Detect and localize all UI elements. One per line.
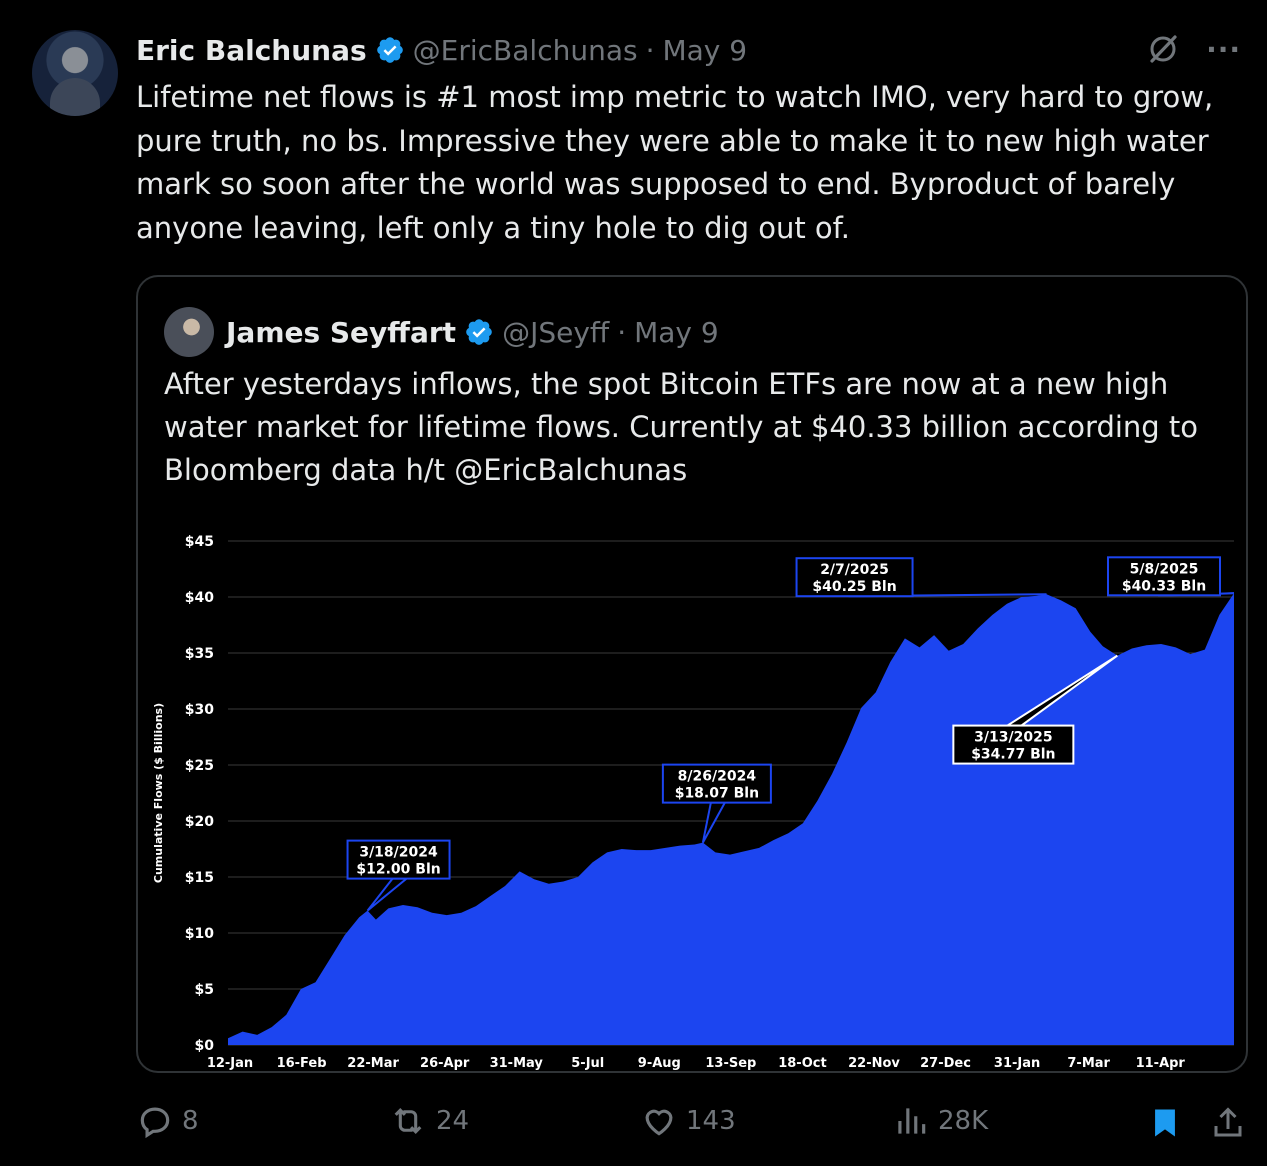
y-tick-label: $5	[195, 982, 214, 998]
views-button[interactable]: 28K	[892, 1102, 988, 1140]
reply-count: 8	[182, 1106, 199, 1136]
tweet-text: Lifetime net flows is #1 most imp metric…	[136, 80, 1214, 245]
y-tick-label: $20	[185, 814, 214, 830]
y-tick-label: $45	[185, 534, 214, 550]
x-tick-label: 13-Sep	[705, 1056, 756, 1071]
quoted-tweet-header: James Seyffart @JSeyff · May 9	[164, 307, 719, 357]
annotation-date: 2/7/2025	[820, 562, 889, 578]
author-name[interactable]: Eric Balchunas	[136, 33, 367, 67]
x-tick-label: 16-Feb	[277, 1056, 327, 1071]
annotation-date: 8/26/2024	[678, 769, 757, 785]
views-count: 28K	[938, 1106, 989, 1136]
annotation-box	[661, 763, 772, 804]
views-icon	[898, 1108, 926, 1134]
y-tick-label: $10	[185, 926, 214, 942]
like-button[interactable]: 143	[640, 1102, 736, 1140]
grok-icon[interactable]	[1146, 32, 1180, 66]
quoted-header-separator: ·	[617, 315, 627, 349]
x-tick-label: 31-May	[490, 1056, 544, 1071]
annotation-value: $40.25 Bln	[812, 579, 896, 595]
annotation-box	[1107, 556, 1221, 597]
x-tick-label: 12-Jan	[207, 1056, 253, 1071]
x-tick-label: 11-Apr	[1136, 1056, 1186, 1071]
verified-badge-icon	[376, 37, 403, 63]
reply-button[interactable]: 8	[136, 1102, 199, 1140]
x-tick-label: 27-Dec	[920, 1056, 971, 1071]
y-tick-label: $25	[185, 758, 214, 774]
cumulative-flows-area	[228, 593, 1234, 1045]
reply-icon	[140, 1107, 170, 1139]
quoted-tweet-date: May 9	[634, 315, 719, 349]
y-tick-label: $15	[185, 870, 214, 886]
quoted-author-handle: @JSeyff	[502, 315, 610, 349]
tweet-date[interactable]: May 9	[662, 33, 748, 67]
x-tick-label: 22-Mar	[347, 1056, 399, 1071]
annotation-box	[952, 724, 1075, 765]
x-tick-label: 7-Mar	[1067, 1056, 1110, 1071]
annotation-value: $12.00 Bln	[356, 862, 440, 878]
repost-button[interactable]: 24	[388, 1102, 469, 1140]
annotation-date: 3/13/2025	[974, 730, 1052, 746]
chart-image[interactable]: $0 $5 $10 $15 $20 $25 $30 $35 $40 $45 Cumulative F…	[138, 519, 1246, 1071]
y-tick-label: $40	[185, 590, 214, 606]
tweet-top-actions: ···	[1146, 32, 1241, 66]
quoted-verified-badge-icon	[466, 319, 492, 345]
heart-icon	[645, 1109, 673, 1136]
y-tick-label: $35	[185, 646, 214, 662]
repost-icon	[394, 1108, 422, 1134]
quoted-tweet-text: After yesterdays inflows, the spot Bitco…	[164, 367, 1199, 487]
x-tick-label: 5-Jul	[571, 1056, 604, 1071]
x-tick-label: 26-Apr	[420, 1056, 470, 1071]
y-axis-label: Cumulative Flows ($ Billions)	[152, 703, 165, 883]
y-tick-label: $0	[195, 1038, 215, 1054]
bookmark-icon[interactable]	[1148, 1104, 1182, 1142]
tweet-action-bar: 8 24 143 28K	[136, 1102, 1246, 1146]
more-options-icon[interactable]: ···	[1206, 32, 1241, 66]
annotation-date: 3/18/2024	[359, 845, 438, 861]
x-tick-label: 18-Oct	[778, 1056, 826, 1071]
x-tick-label: 22-Nov	[848, 1056, 900, 1071]
annotation-value: $40.33 Bln	[1122, 578, 1206, 594]
header-separator: ·	[645, 33, 655, 67]
annotation-box	[346, 839, 451, 880]
quoted-tweet[interactable]: James Seyffart @JSeyff · May 9 After yes…	[136, 275, 1248, 1073]
cumulative-flows-chart: $0 $5 $10 $15 $20 $25 $30 $35 $40 $45 Cumulative F…	[152, 534, 1235, 1071]
x-tick-label: 9-Aug	[638, 1056, 681, 1071]
quoted-author-avatar	[164, 307, 214, 357]
author-handle[interactable]: @EricBalchunas	[412, 33, 638, 67]
annotation-pointer	[701, 801, 727, 844]
x-tick-label: 31-Jan	[994, 1056, 1040, 1071]
share-icon[interactable]	[1210, 1104, 1246, 1142]
tweet-header: Eric Balchunas @EricBalchunas · May 9	[136, 30, 747, 70]
y-tick-label: $30	[185, 702, 214, 718]
author-avatar[interactable]	[32, 30, 118, 116]
quoted-author-name: James Seyffart	[226, 315, 457, 349]
annotation-date: 5/8/2025	[1130, 561, 1199, 577]
annotation-box	[795, 557, 914, 598]
like-count: 143	[686, 1106, 736, 1136]
annotation-value: $18.07 Bln	[675, 786, 759, 802]
repost-count: 24	[436, 1106, 470, 1136]
annotation-value: $34.77 Bln	[971, 747, 1055, 763]
